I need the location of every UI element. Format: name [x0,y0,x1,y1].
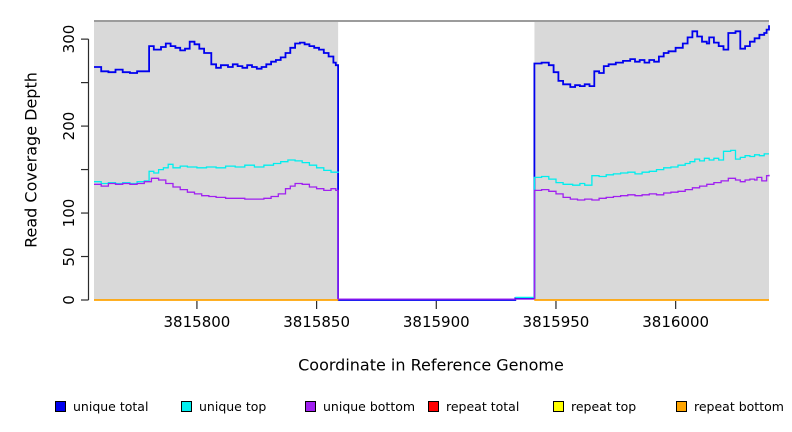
legend-label: repeat total [446,398,520,414]
x-tick-label: 3815850 [283,313,350,331]
y-tick-label: 300 [60,24,78,54]
panel-top-border [94,20,769,22]
series-line-unique-bottom [94,174,770,300]
covered-region-rect [534,22,769,300]
legend-label: repeat top [571,398,637,414]
y-tick-label: 0 [60,295,78,305]
y-tick-label: 100 [60,198,78,228]
legend-label: unique top [199,398,267,414]
y-tick-label: 50 [60,246,78,267]
x-tick-label: 3815900 [402,313,470,331]
y-tick-label: 200 [60,111,78,141]
legend-item-repeat-top: repeat top [553,398,637,414]
legend-label: unique bottom [323,398,416,414]
legend-item-unique-top: unique top [181,398,267,414]
legend-item-unique-total: unique total [55,398,149,414]
legend-label: repeat bottom [694,398,784,414]
legend-swatch-icon [181,400,192,412]
legend-item-unique-bottom: unique bottom [305,398,416,414]
x-tick-label: 3816000 [642,313,710,331]
x-tick-label: 3815950 [522,313,590,331]
legend-swatch-icon [305,400,316,412]
legend-swatch-icon [55,400,66,412]
series-line-unique-top [515,149,769,299]
legend-swatch-icon [676,400,687,412]
legend-swatch-icon [428,400,439,412]
legend-item-repeat-bottom: repeat bottom [676,398,784,414]
legend-label: unique total [73,398,149,414]
legend-item-repeat-total: repeat total [428,398,520,414]
x-tick-label: 3815800 [163,313,231,331]
y-axis-title: Read Coverage Depth [21,72,41,248]
legend-swatch-icon [553,400,564,412]
x-axis-title: Coordinate in Reference Genome [298,355,564,375]
